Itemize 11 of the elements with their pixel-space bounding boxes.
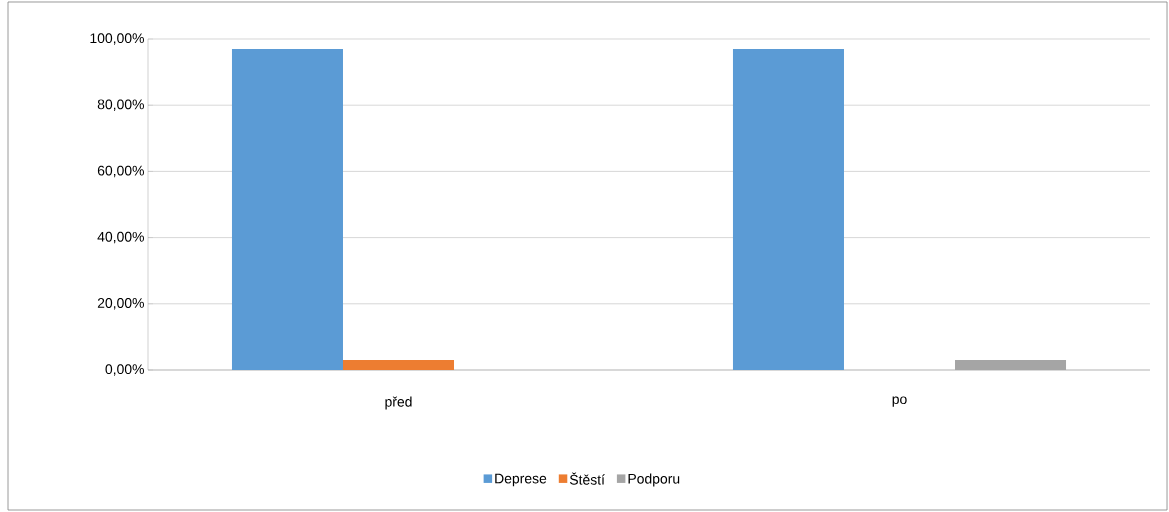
y-tick-label: 0,00% <box>105 364 144 376</box>
y-tick-label: 60,00% <box>97 165 144 178</box>
y-tick-label: 40,00% <box>97 231 144 244</box>
legend-label: Deprese <box>495 473 547 487</box>
x-tick-label: po <box>892 396 907 407</box>
y-tick-label: 20,00% <box>97 298 144 310</box>
legend-label: Štěstí <box>569 472 605 485</box>
y-tick-label: 100,00% <box>90 33 144 45</box>
y-tick-label: 80,00% <box>97 99 144 111</box>
legend-label: Podporu <box>628 473 680 487</box>
x-tick-label: před <box>385 396 412 410</box>
